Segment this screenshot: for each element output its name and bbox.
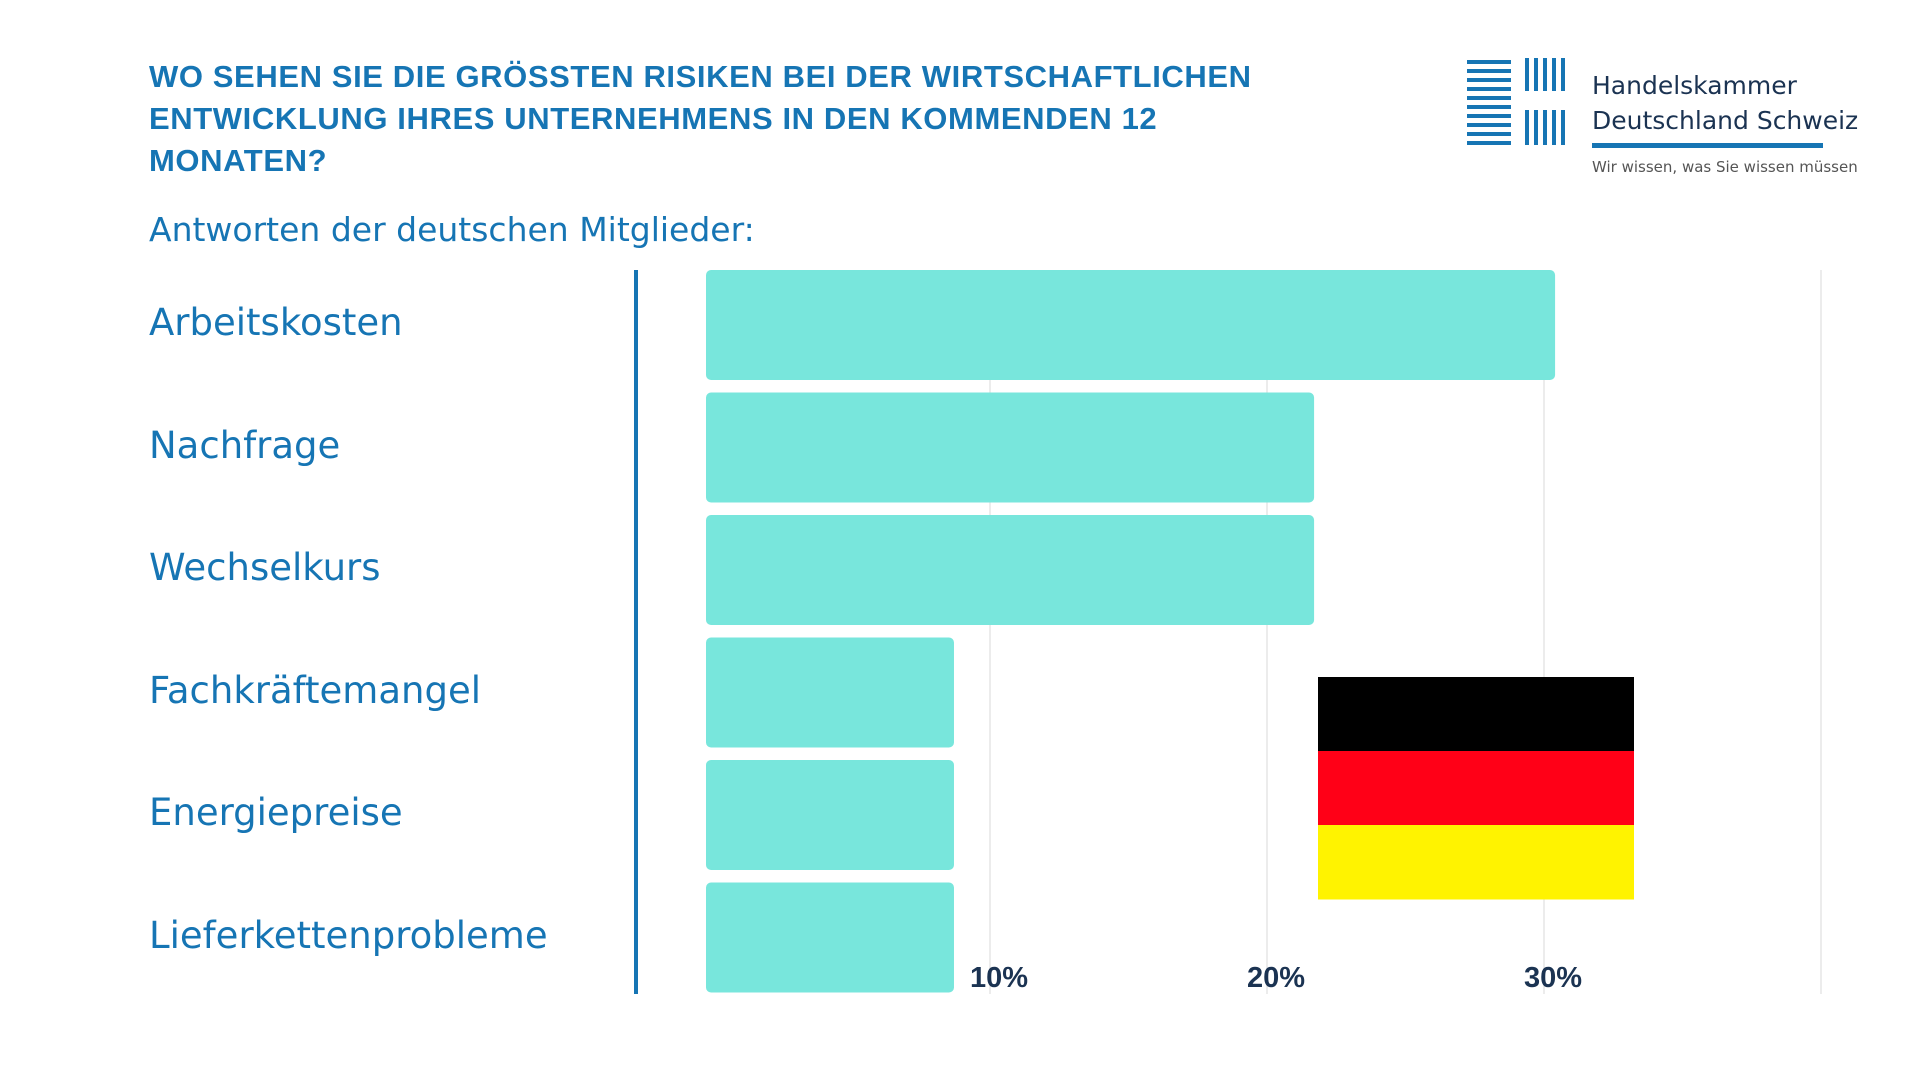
tick-label: 30% (1524, 962, 1583, 994)
logo-name-line-2: Deutschland Schweiz (1592, 106, 1859, 135)
category-label: Fachkräftemangel (149, 668, 482, 712)
category-label: Wechselkurs (149, 546, 381, 589)
bar (706, 760, 954, 870)
logo-name: Handelskammer Deutschland Schweiz (1592, 68, 1858, 138)
title-line-1: WO SEHEN SIE DIE GRÖSSTEN RISIKEN BEI DE… (149, 59, 1252, 94)
title-line-2: ENTWICKLUNG IHRES UNTERNEHMENS IN DEN KO… (149, 101, 1158, 136)
flag-stripe (1318, 677, 1634, 752)
category-label: Lieferkettenprobleme (149, 913, 548, 957)
chart-subtitle: Antworten der deutschen Mitglieder: (149, 210, 755, 249)
chart-title: WO SEHEN SIE DIE GRÖSSTEN RISIKEN BEI DE… (149, 56, 1389, 182)
category-label: Energiepreise (149, 791, 403, 834)
logo-mark-icon (1467, 58, 1565, 145)
category-label: Nachfrage (149, 423, 341, 467)
category-label: Arbeitskosten (149, 301, 403, 344)
logo-name-line-1: Handelskammer (1592, 71, 1797, 100)
logo-underline (1592, 143, 1823, 148)
tick-label: 10% (970, 962, 1029, 994)
bar (706, 270, 1556, 380)
bar (706, 882, 954, 993)
flag-stripe (1318, 825, 1634, 900)
bar (706, 392, 1315, 503)
title-line-3: MONATEN? (149, 143, 328, 178)
bar (706, 637, 954, 748)
chamber-logo: Handelskammer Deutschland Schweiz Wir wi… (1467, 58, 1867, 188)
logo-tagline: Wir wissen, was Sie wissen müssen (1592, 158, 1858, 176)
flag-stripe (1318, 751, 1634, 826)
bar (706, 515, 1315, 625)
tick-label: 20% (1247, 962, 1306, 994)
